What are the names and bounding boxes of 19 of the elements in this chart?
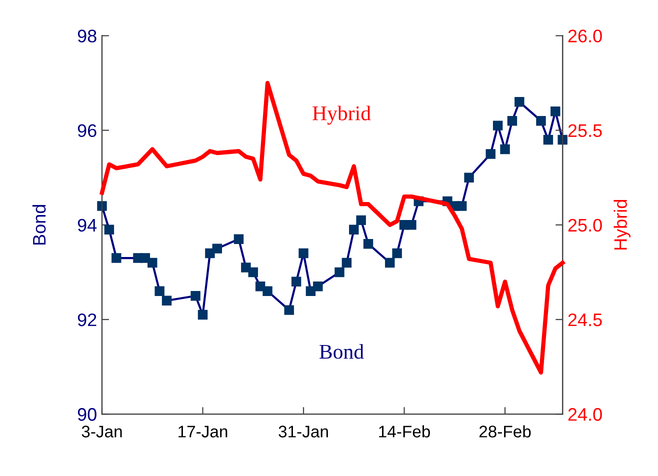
- y2-tick-label: 26.0: [568, 30, 602, 42]
- x-tick-label: 17-Jan: [178, 426, 228, 438]
- y2-tick-label: 25.0: [568, 218, 602, 232]
- y-tick-label: 98: [78, 30, 96, 42]
- y-tick-label: 94: [78, 218, 97, 232]
- y-tick-label: 92: [78, 313, 96, 326]
- y-tick-label: 90: [78, 408, 96, 421]
- y2-axis-title: Hybrid: [614, 200, 631, 250]
- y2-tick-label: 24.0: [568, 408, 602, 421]
- y2-tick-label: 24.5: [568, 313, 602, 326]
- x-tick-label: 28-Feb: [479, 425, 531, 438]
- series-label: Bond: [320, 344, 364, 359]
- y-tick-label: 96: [78, 124, 96, 138]
- x-tick-label: 14-Feb: [379, 425, 430, 438]
- x-tick-label: 31-Jan: [278, 426, 328, 438]
- series-label: Hybrid: [312, 106, 371, 125]
- x-tick-label: 3-Jan: [82, 426, 122, 438]
- y-axis-title: Bond: [32, 204, 46, 245]
- y2-tick-label: 25.5: [568, 124, 602, 138]
